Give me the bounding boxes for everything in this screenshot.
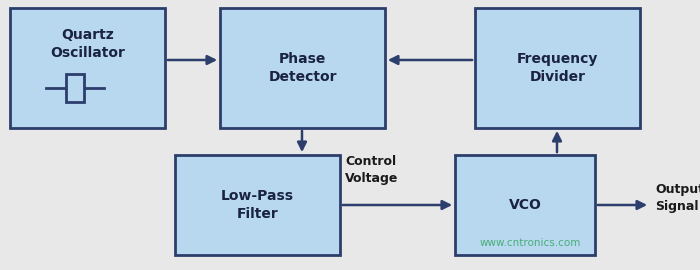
Bar — [175, 155, 340, 255]
Bar — [475, 8, 640, 128]
Text: VCO: VCO — [509, 198, 541, 212]
Text: Frequency
Divider: Frequency Divider — [517, 52, 598, 84]
Bar — [220, 8, 385, 128]
Text: Output
Signal: Output Signal — [655, 183, 700, 213]
Bar — [10, 8, 165, 128]
Text: Control
Voltage: Control Voltage — [345, 155, 398, 185]
Text: Low-Pass
Filter: Low-Pass Filter — [221, 189, 294, 221]
Text: Phase
Detector: Phase Detector — [268, 52, 337, 84]
Bar — [66, 74, 84, 102]
Bar — [455, 155, 595, 255]
Text: Quartz
Oscillator: Quartz Oscillator — [50, 28, 125, 60]
Text: www.cntronics.com: www.cntronics.com — [480, 238, 582, 248]
